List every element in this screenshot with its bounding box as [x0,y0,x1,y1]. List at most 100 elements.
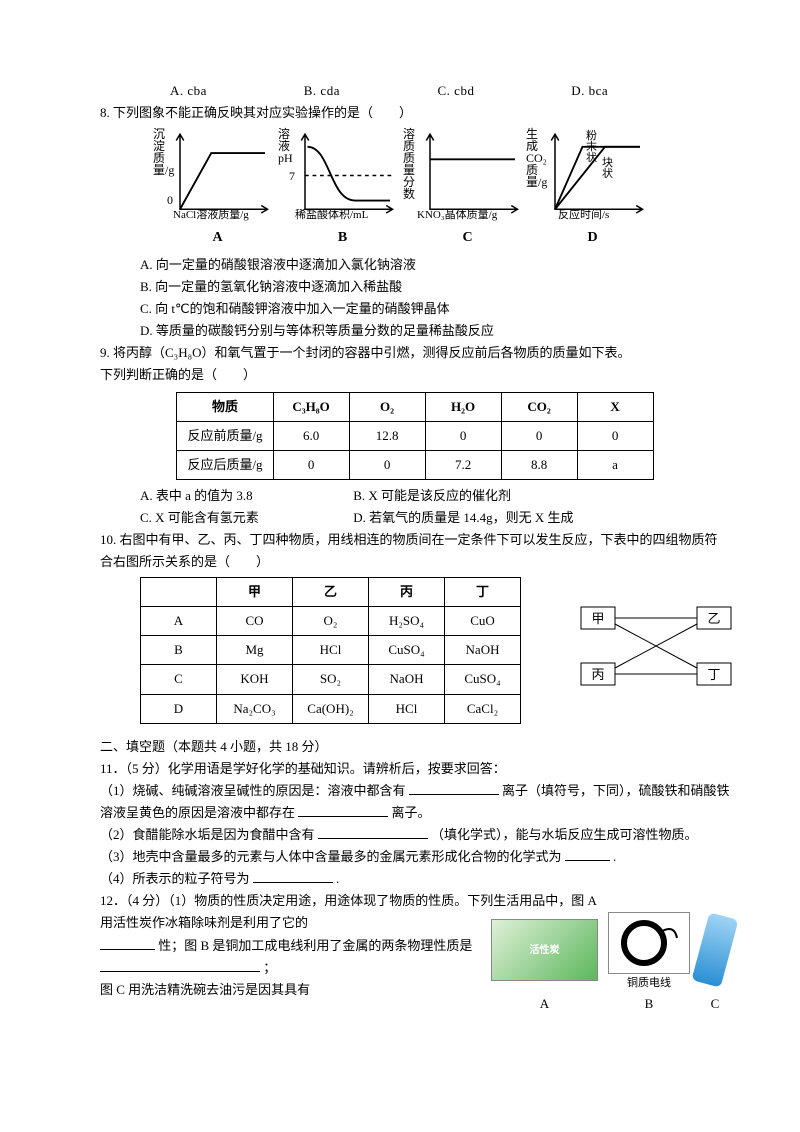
q12-l1t: 用活性炭作冰箱除味剂是利用了它的 [100,915,308,930]
c: Na₂CO₃ [217,694,293,723]
q11-p1a: （1）烧碱、纯碱溶液呈碱性的原因是：溶液中都含有 [100,783,406,798]
q9-table-header: 物质 C₃H₈O O₂ H₂O CO₂ X [177,392,653,421]
chart-c-ylabel: 溶质质量分数 [403,128,417,200]
q12-img-a: 活性炭 A [491,919,598,1015]
q9-opts-row2: C. X 可能含有氢元素 D. 若氧气的质量是 14.4g，则无 X 生成 [100,507,730,529]
c: CuSO₄ [445,665,521,694]
q9-r1c2: 0 [349,450,425,479]
q12-l2bt: ； [263,960,276,975]
q9-opt-c: C. X 可能含有氢元素 [140,507,350,529]
q9-h3: H₂O [425,392,501,421]
c: Ca(OH)₂ [293,694,369,723]
q9-table-row: 反应前质量/g 6.0 12.8 0 0 0 [177,421,653,450]
blank-input[interactable] [100,958,260,972]
q9-h2: O₂ [349,392,425,421]
q10-diagram: 甲 乙 丙 丁 [571,597,741,704]
c: CaCl₂ [445,694,521,723]
q12-l3: 图 C 用洗洁精洗碗去油污是因其具有 [100,979,491,1001]
q9-r0c5: 0 [577,421,653,450]
q9-opt-a: A. 表中 a 的值为 3.8 [140,485,350,507]
q12-label-b: B [608,993,690,1015]
q11-p3a: （3）地壳中含量最多的元素与人体中含量最多的金属元素形成化合物的化学式为 [100,849,562,864]
q12-l1: 用活性炭作冰箱除味剂是利用了它的 [100,912,491,934]
chart-b-ylabel: 溶液pH [278,128,292,164]
q11-p1: （1）烧碱、纯碱溶液呈碱性的原因是：溶液中都含有 离子（填符号，下同），硫酸铁和… [100,780,730,824]
q11-p4b: . [336,871,339,886]
c: NaOH [445,636,521,665]
q9-r1c5: a [577,450,653,479]
q8-opt-d: D. 等质量的碳酸钙分别与等体积等质量分数的足量稀盐酸反应 [100,320,730,342]
q8-stem: 8. 下列图象不能正确反映其对应实验操作的是（ ） [100,102,730,124]
q8-chart-d: 生成CO₂质量/g 粉末状 块状 反应时间/s D [530,128,655,250]
q9-r0c2: 12.8 [349,421,425,450]
chart-d-ylabel: 生成CO₂质量/g [526,128,541,188]
q9-h5: X [577,392,653,421]
q12-stem: 12．（4 分）（1）物质的性质决定用途，用途体现了物质的性质。下列生活用品中，… [100,890,730,912]
q8-chart-row: 沉淀质量/g 0 NaCl溶液质量/g A 溶液pH 7 稀盐酸体积/mL B [155,128,730,250]
q10-h4: 丁 [445,578,521,607]
svg-text:乙: 乙 [707,611,720,626]
blank-input[interactable] [318,825,428,839]
svg-text:甲: 甲 [591,611,604,626]
blank-input[interactable] [565,847,610,861]
chart-b-xlabel: 稀盐酸体积/mL [295,206,368,225]
q9-table-row: 反应后质量/g 0 0 7.2 8.8 a [177,450,653,479]
q12-l2t: 性；图 B 是铜加工成电线利用了金属的两条物理性质是 [158,938,472,953]
q9-r1c4: 8.8 [501,450,577,479]
q12-l2: 性；图 B 是铜加工成电线利用了金属的两条物理性质是 [100,935,491,957]
svg-text:丙: 丙 [591,667,604,682]
q11-p4a: （4）所表示的粒子符号为 [100,871,250,886]
q10-table-row: DNa₂CO₃Ca(OH)₂HClCaCl₂ [141,694,521,723]
blank-input[interactable] [298,803,388,817]
q12-l2b: ； [100,957,491,979]
q10-table-row: BMgHClCuSO₄NaOH [141,636,521,665]
q9-r0c1: 6.0 [273,421,349,450]
q7-opt-b: B. cda [304,80,434,102]
q9-r0c3: 0 [425,421,501,450]
c: HCl [369,694,445,723]
q10-table-row: ACOO₂H₂SO₄CuO [141,607,521,636]
c: HCl [293,636,369,665]
chart-a-ylabel: 沉淀质量/g [153,128,167,176]
q9-h1: C₃H₈O [273,392,349,421]
q12-label-a: A [491,993,598,1015]
q7-options: A. cba B. cda C. cbd D. bca [100,80,730,102]
q12-label-c: C [700,993,730,1015]
chart-d-ann1: 粉末状 [586,131,600,164]
q9-h4: CO₂ [501,392,577,421]
c: KOH [217,665,293,694]
c: C [141,665,217,694]
q10-h1: 甲 [217,578,293,607]
q12-img-c: C [700,915,730,1015]
c: O₂ [293,607,369,636]
q9-opt-b: B. X 可能是该反应的催化剂 [353,488,511,503]
q11-p3: （3）地壳中含量最多的元素与人体中含量最多的金属元素形成化合物的化学式为 . [100,846,730,868]
q10-table-header: 甲 乙 丙 丁 [141,578,521,607]
chart-b-letter: B [280,226,405,250]
q8-chart-a: 沉淀质量/g 0 NaCl溶液质量/g A [155,128,280,250]
q11-p2a: （2）食醋能除水垢是因为食醋中含有 [100,827,315,842]
q8-chart-b: 溶液pH 7 稀盐酸体积/mL B [280,128,405,250]
blank-input[interactable] [253,869,333,883]
q7-opt-c: C. cbd [438,80,568,102]
q10-table-row: CKOHSO₂NaOHCuSO₄ [141,665,521,694]
q10-h3: 丙 [369,578,445,607]
section-2-title: 二、填空题（本题共 4 小题，共 18 分） [100,736,730,758]
q9-table: 物质 C₃H₈O O₂ H₂O CO₂ X 反应前质量/g 6.0 12.8 0… [176,392,653,480]
c: H₂SO₄ [369,607,445,636]
q10-table: 甲 乙 丙 丁 ACOO₂H₂SO₄CuO BMgHClCuSO₄NaOH CK… [140,577,521,723]
q9-stem2: 下列判断正确的是（ ） [100,364,730,386]
q9-r0c4: 0 [501,421,577,450]
q10-h2: 乙 [293,578,369,607]
c: D [141,694,217,723]
chart-a-xlabel: NaCl溶液质量/g [173,206,249,225]
q11-p4: （4）所表示的粒子符号为 . [100,868,730,890]
q8-opt-c: C. 向 t℃的饱和硝酸钾溶液中加入一定量的硝酸钾晶体 [100,298,730,320]
q9-stem1: 9. 将丙醇（C₃H₈O）和氧气置于一个封闭的容器中引燃，测得反应前后各物质的质… [100,342,730,364]
c: CuO [445,607,521,636]
c: SO₂ [293,665,369,694]
chart-d-letter: D [530,226,655,250]
blank-input[interactable] [100,936,155,950]
blank-input[interactable] [409,781,499,795]
q11-p1c: 离子。 [392,805,431,820]
